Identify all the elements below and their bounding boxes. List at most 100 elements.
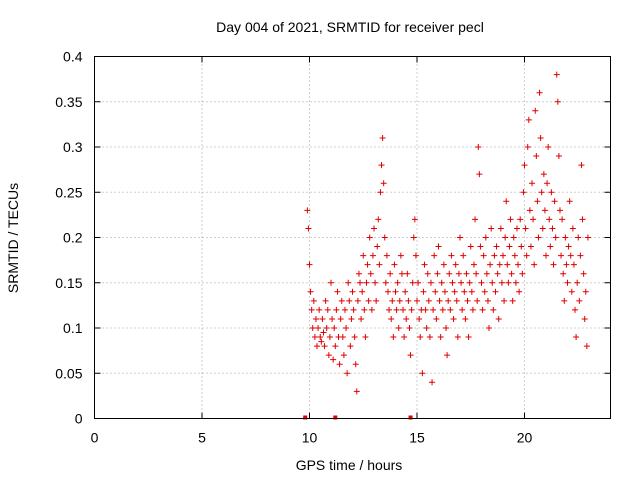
data-point (417, 334, 424, 341)
data-point (306, 261, 313, 268)
data-point (555, 153, 562, 160)
data-point (433, 315, 440, 322)
data-point (523, 252, 530, 259)
data-point (350, 306, 357, 313)
y-tick-label: 0.15 (55, 275, 82, 291)
data-point (448, 252, 455, 259)
data-point (355, 270, 362, 277)
data-point (364, 261, 371, 268)
data-point (550, 261, 557, 268)
data-point (338, 297, 345, 304)
data-point (393, 306, 400, 313)
data-point (493, 243, 500, 250)
data-point (507, 216, 514, 223)
data-point (310, 297, 317, 304)
data-point (363, 279, 370, 286)
data-point (352, 361, 359, 368)
data-point (522, 225, 529, 232)
data-point (439, 306, 446, 313)
data-point (559, 216, 566, 223)
data-point (574, 279, 581, 286)
x-axis-label: GPS time / hours (296, 457, 403, 473)
data-point (407, 352, 414, 359)
data-point (405, 297, 412, 304)
data-point (328, 279, 334, 286)
data-point (575, 234, 582, 241)
data-point (406, 325, 413, 331)
data-point (573, 334, 580, 341)
data-point (379, 134, 386, 141)
data-point (519, 270, 526, 277)
data-point (579, 216, 586, 223)
y-tick-label: 0.4 (63, 49, 83, 65)
data-point (541, 207, 548, 214)
data-point (538, 189, 545, 196)
data-point (431, 252, 438, 259)
data-point (505, 279, 512, 286)
data-point (389, 297, 396, 304)
data-point (392, 288, 399, 295)
data-point (572, 306, 579, 313)
data-point (476, 171, 483, 178)
data-point (360, 252, 367, 259)
data-point (509, 297, 516, 304)
data-point (494, 270, 501, 277)
data-point (576, 297, 583, 304)
data-point (554, 98, 561, 105)
data-point (401, 334, 408, 341)
data-point (496, 261, 503, 268)
data-point (475, 144, 482, 150)
data-point (503, 198, 510, 205)
x-tick-label: 15 (409, 430, 425, 446)
data-point (577, 252, 584, 259)
data-point (391, 261, 398, 268)
data-point (504, 261, 511, 268)
data-point (319, 315, 326, 322)
data-point (376, 261, 383, 268)
data-point (521, 162, 528, 169)
data-point (336, 361, 343, 368)
data-point (527, 243, 534, 250)
data-point (390, 334, 397, 341)
data-point (578, 162, 585, 169)
data-point (454, 334, 461, 341)
data-point (449, 279, 456, 286)
data-point (320, 329, 327, 336)
data-point (340, 352, 347, 359)
data-point (498, 279, 505, 286)
data-point (461, 288, 468, 295)
data-point (458, 279, 465, 286)
data-point (426, 334, 433, 341)
y-tick-label: 0.05 (55, 365, 82, 381)
data-point (513, 225, 520, 232)
data-point (334, 288, 341, 295)
data-point (446, 270, 453, 277)
data-point (420, 288, 427, 295)
data-point (412, 252, 419, 259)
data-point (463, 270, 470, 277)
data-point (511, 252, 518, 259)
data-point (489, 279, 496, 286)
data-point (540, 171, 547, 178)
data-point (403, 315, 410, 322)
data-point (460, 252, 467, 259)
data-point (353, 388, 360, 395)
data-point (565, 243, 572, 250)
data-point (382, 279, 389, 286)
data-point (307, 288, 314, 295)
data-point (548, 189, 555, 196)
data-point (537, 134, 544, 141)
data-point (324, 306, 331, 313)
data-point (383, 252, 390, 259)
data-point (386, 306, 393, 313)
data-point (441, 288, 448, 295)
data-point (531, 261, 538, 268)
data-point (444, 352, 451, 359)
data-point (508, 270, 515, 277)
data-point (536, 89, 543, 96)
data-point (562, 234, 569, 241)
data-point (472, 216, 479, 223)
y-axis-label: SRMTID / TECUs (5, 183, 21, 293)
data-point (488, 225, 495, 232)
